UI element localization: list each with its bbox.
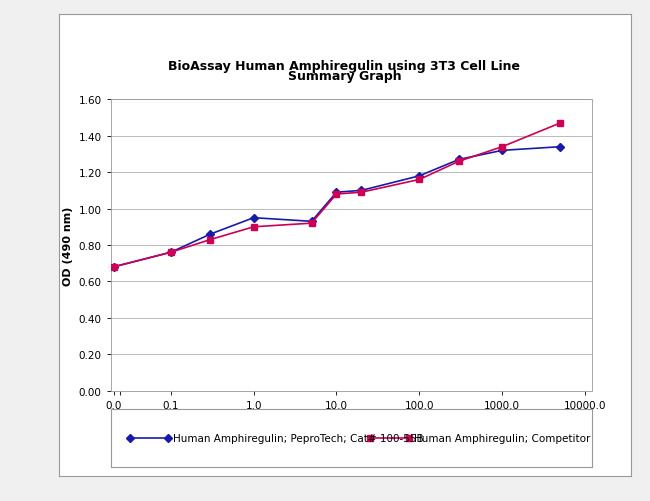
Text: BioAssay Human Amphiregulin using 3T3 Cell Line: BioAssay Human Amphiregulin using 3T3 Ce… [168, 60, 521, 73]
X-axis label: h-Amphiregulin (ng/ml) [log scale]: h-Amphiregulin (ng/ml) [log scale] [244, 415, 458, 425]
Human Amphiregulin; PeproTech; Cat# 100-55B [333, 190, 341, 196]
Human Amphiregulin; Competitor [250, 224, 257, 230]
Human Amphiregulin; PeproTech; Cat# 100-55B [307, 219, 315, 225]
Human Amphiregulin; PeproTech; Cat# 100-55B [250, 215, 257, 221]
Human Amphiregulin; Competitor [455, 159, 463, 165]
Human Amphiregulin; Competitor [333, 191, 341, 197]
Human Amphiregulin; PeproTech; Cat# 100-55B [415, 173, 423, 179]
Text: Summary Graph: Summary Graph [288, 70, 401, 83]
Human Amphiregulin; Competitor [307, 220, 315, 226]
Line: Human Amphiregulin; PeproTech; Cat# 100-55B: Human Amphiregulin; PeproTech; Cat# 100-… [111, 145, 563, 270]
Human Amphiregulin; PeproTech; Cat# 100-55B [556, 144, 564, 150]
Y-axis label: OD (490 nm): OD (490 nm) [63, 206, 73, 285]
Human Amphiregulin; Competitor [499, 144, 506, 150]
Human Amphiregulin; Competitor [358, 190, 365, 196]
Line: Human Amphiregulin; Competitor: Human Amphiregulin; Competitor [111, 121, 563, 270]
Human Amphiregulin; PeproTech; Cat# 100-55B [499, 148, 506, 154]
Text: Human Amphiregulin; Competitor: Human Amphiregulin; Competitor [413, 433, 590, 443]
Human Amphiregulin; PeproTech; Cat# 100-55B [110, 265, 118, 271]
Human Amphiregulin; Competitor [415, 177, 423, 183]
Human Amphiregulin; Competitor [110, 265, 118, 271]
Human Amphiregulin; PeproTech; Cat# 100-55B [167, 250, 175, 256]
Human Amphiregulin; PeproTech; Cat# 100-55B [207, 231, 215, 237]
Human Amphiregulin; PeproTech; Cat# 100-55B [358, 188, 365, 194]
Human Amphiregulin; PeproTech; Cat# 100-55B [455, 157, 463, 163]
Human Amphiregulin; Competitor [207, 237, 215, 243]
Human Amphiregulin; Competitor [167, 250, 175, 256]
Text: Human Amphiregulin; PeproTech; Cat# 100-55B: Human Amphiregulin; PeproTech; Cat# 100-… [173, 433, 424, 443]
Human Amphiregulin; Competitor [556, 121, 564, 127]
